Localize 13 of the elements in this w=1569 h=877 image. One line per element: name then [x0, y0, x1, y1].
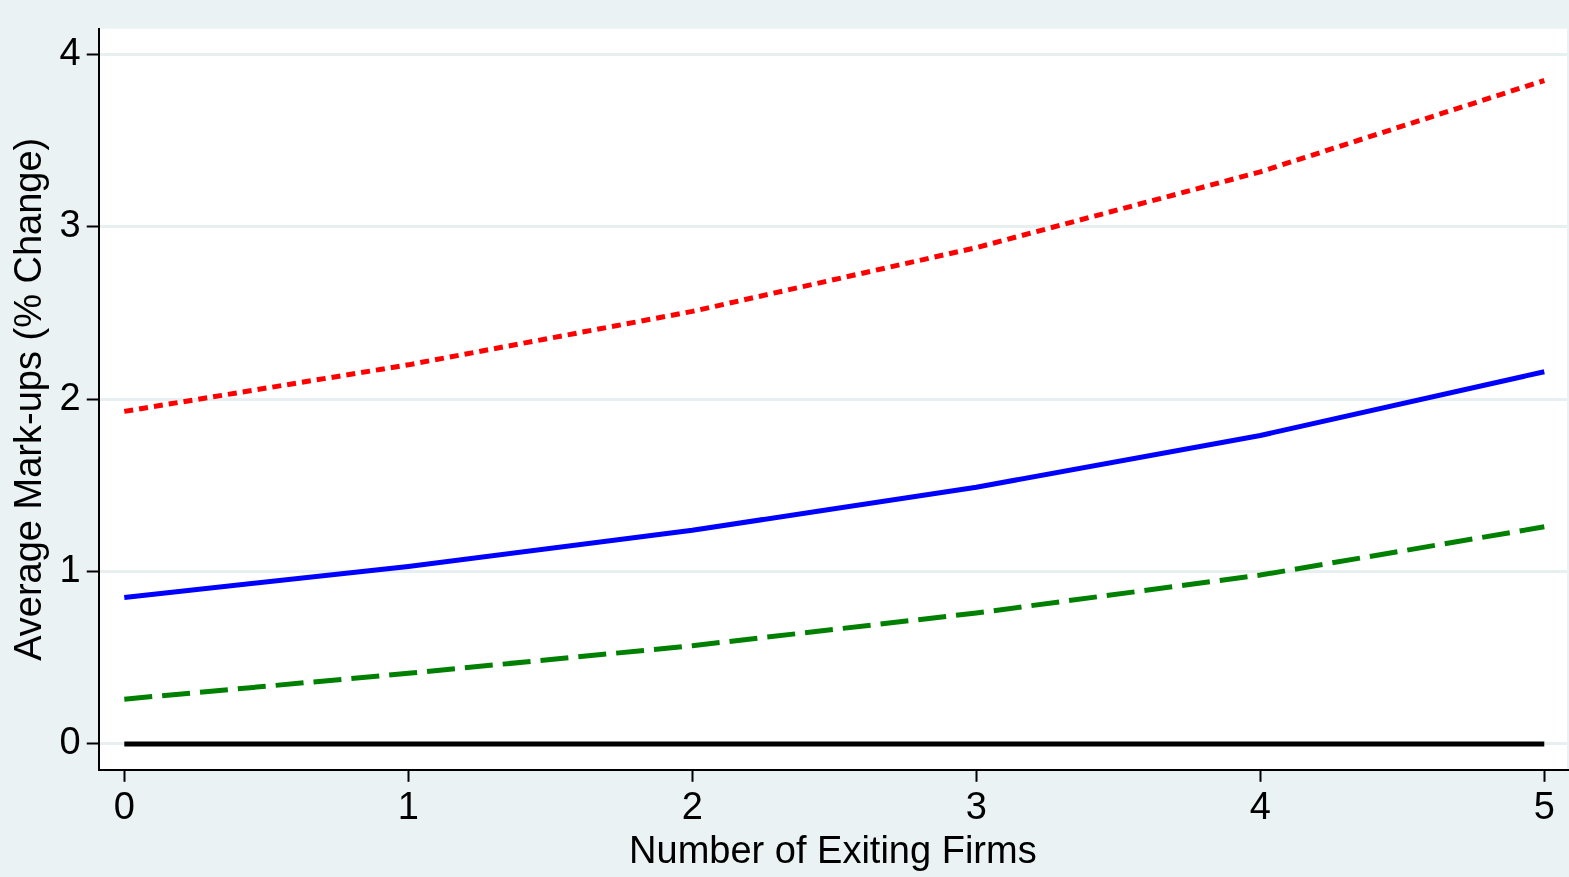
x-tick-label: 0 [113, 785, 135, 828]
x-tick-label: 2 [681, 785, 703, 828]
y-tick-label: 0 [59, 720, 81, 763]
y-tick-label: 4 [59, 31, 81, 74]
x-tick-label: 3 [965, 785, 987, 828]
x-tick-label: 4 [1249, 785, 1271, 828]
y-axis-title: Average Mark-ups (% Change) [7, 137, 50, 661]
y-tick-label: 2 [59, 375, 81, 418]
x-axis-title: Number of Exiting Firms [629, 828, 1037, 871]
x-tick-label: 5 [1533, 785, 1555, 828]
y-tick-label: 1 [59, 548, 81, 591]
x-tick-label: 1 [397, 785, 419, 828]
y-tick-label: 3 [59, 203, 81, 246]
